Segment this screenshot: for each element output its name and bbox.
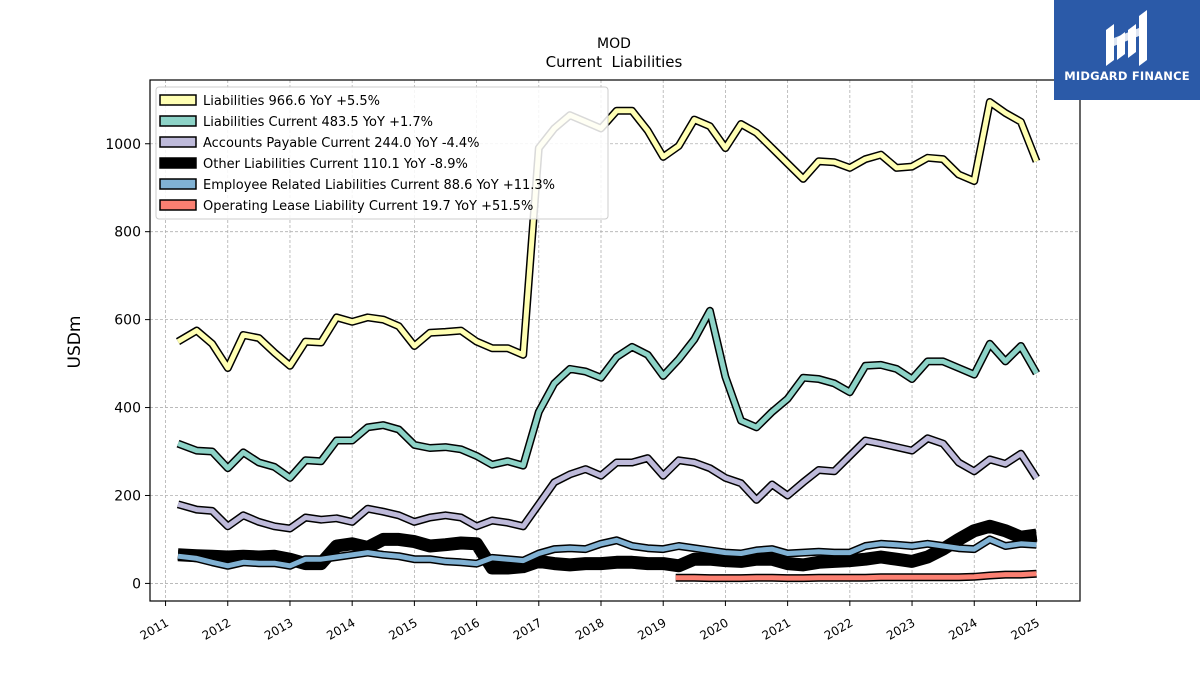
x-tick-label: 2017 xyxy=(511,615,544,642)
y-tick-label: 800 xyxy=(114,225,141,241)
y-tick-label: 200 xyxy=(114,488,141,504)
legend-swatch xyxy=(159,115,197,127)
brand-name: MIDGARD FINANCE xyxy=(1064,69,1190,83)
x-tick-label: 2018 xyxy=(573,615,606,642)
legend-swatch xyxy=(159,136,197,148)
legend-swatch xyxy=(159,178,197,190)
x-tick-label: 2022 xyxy=(822,615,855,642)
x-tick-label: 2015 xyxy=(386,615,419,642)
series-1 xyxy=(176,306,1040,482)
plot-frame xyxy=(149,79,1081,602)
x-tick-label: 2021 xyxy=(760,615,793,642)
x-tick-label: 2019 xyxy=(635,615,668,642)
legend-swatch xyxy=(159,157,197,169)
x-tick-label: 2013 xyxy=(262,615,295,642)
series-0 xyxy=(175,98,1041,372)
brand-logo: MIDGARD FINANCE xyxy=(1054,0,1200,100)
midgard-logo-icon xyxy=(1106,10,1147,66)
series-4 xyxy=(177,535,1037,570)
legend-entry: Liabilities 966.6 YoY +5.5% xyxy=(203,94,380,109)
series-2 xyxy=(176,434,1040,533)
legend-swatch xyxy=(159,199,197,211)
chart-subtitle: Current Liabilities xyxy=(546,53,683,71)
x-tick-label: 2020 xyxy=(697,615,730,642)
legend-swatch xyxy=(159,94,197,106)
series-line xyxy=(176,99,1039,371)
chart-title: MOD xyxy=(597,36,631,52)
x-tick-label: 2025 xyxy=(1009,615,1042,642)
series-line xyxy=(177,435,1039,531)
x-tick-label: 2016 xyxy=(449,615,482,642)
legend-box xyxy=(155,86,609,220)
x-tick-label: 2023 xyxy=(884,615,917,642)
legend-entry: Liabilities Current 483.5 YoY +1.7% xyxy=(203,115,433,130)
legend: Liabilities 966.6 YoY +5.5% Liabilities C… xyxy=(155,86,609,220)
y-tick-label: 400 xyxy=(114,401,141,417)
y-axis-label: USDm xyxy=(65,316,85,369)
legend-entry: Other Liabilities Current 110.1 YoY -8.9… xyxy=(203,157,468,172)
x-tick-label: 2012 xyxy=(200,615,233,642)
x-tick-label: 2024 xyxy=(946,615,979,642)
y-tick-label: 600 xyxy=(114,313,141,329)
series-line xyxy=(177,536,1037,569)
series-line xyxy=(675,571,1037,581)
x-tick-label: 2011 xyxy=(138,615,171,642)
y-tick-label: 1000 xyxy=(105,137,141,153)
series-line xyxy=(177,308,1039,481)
plot-area: 2011 2012 2013 2014 2015 2016 2017 2018 2019 2020… xyxy=(105,79,1081,643)
legend-entry: Operating Lease Liability Current 19.7 Y… xyxy=(203,199,533,214)
series-5 xyxy=(675,569,1037,583)
x-tick-label: 2014 xyxy=(324,615,357,642)
y-tick-label: 0 xyxy=(132,576,141,592)
legend-entry: Employee Related Liabilities Current 88.… xyxy=(203,178,555,193)
legend-entry: Accounts Payable Current 244.0 YoY -4.4% xyxy=(203,136,480,151)
